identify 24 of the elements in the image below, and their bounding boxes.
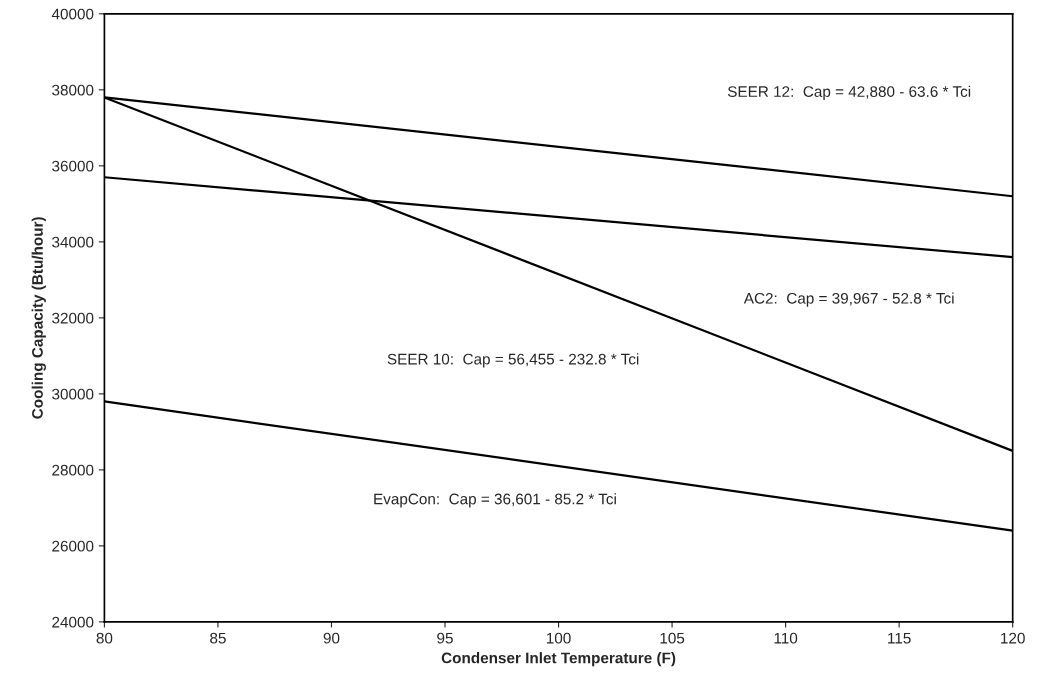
x-tick-label: 105 (660, 632, 685, 644)
x-tick-label: 95 (437, 632, 453, 644)
annotation: SEER 12: Cap = 42,880 - 63.6 * Tci (727, 85, 971, 100)
x-tick-label: 85 (210, 632, 226, 644)
annotation: SEER 10: Cap = 56,455 - 232.8 * Tci (387, 353, 639, 368)
y-tick-label: 24000 (52, 616, 94, 628)
y-tick-label: 26000 (52, 540, 94, 552)
x-tick-label: 80 (96, 632, 113, 644)
x-tick-label: 100 (546, 632, 571, 644)
y-tick-label: 32000 (52, 312, 94, 324)
y-tick-label: 40000 (51, 8, 94, 20)
y-tick-label: 30000 (52, 388, 94, 400)
y-axis-title: Cooling Capacity (Btu/hour) (31, 217, 46, 419)
x-tick-label: 115 (888, 632, 911, 644)
annotation: EvapCon: Cap = 36,601 - 85.2 * Tci (374, 493, 616, 508)
y-tick-label: 34000 (52, 236, 94, 248)
x-tick-label: 90 (323, 632, 340, 644)
y-tick-label: 36000 (52, 160, 94, 172)
y-tick-label: 38000 (52, 84, 94, 96)
x-tick-label: 110 (774, 632, 798, 644)
x-tick-label: 120 (1001, 632, 1025, 644)
annotation: AC2: Cap = 39,967 - 52.8 * Tci (743, 292, 954, 307)
x-axis-title: Condenser Inlet Temperature (F) (441, 652, 676, 667)
y-tick-label: 28000 (52, 464, 94, 476)
